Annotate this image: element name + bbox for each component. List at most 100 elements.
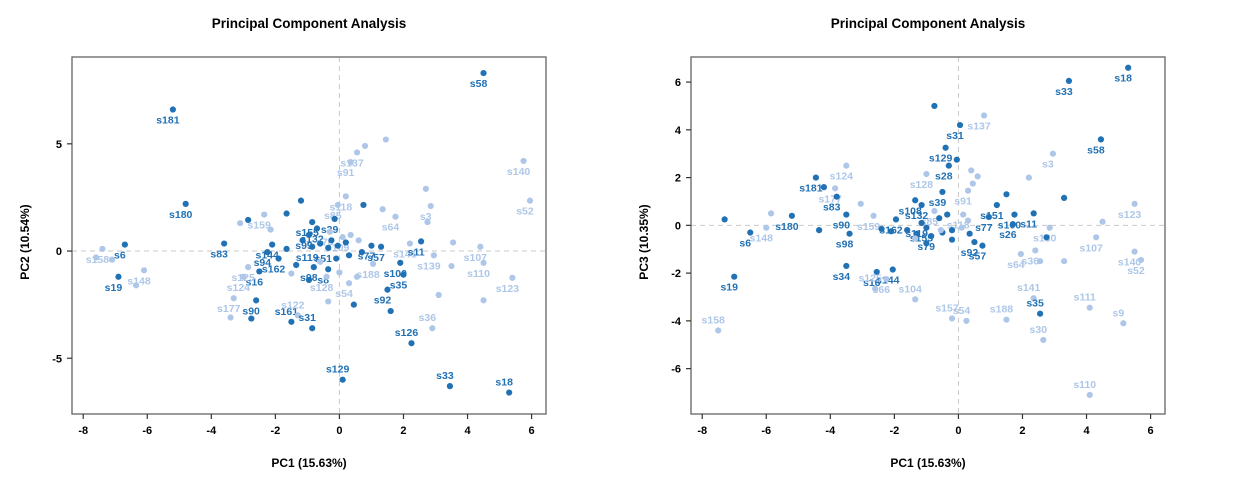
- x-tick-label: 6: [529, 425, 535, 437]
- data-point: [1003, 316, 1010, 323]
- data-point: [387, 307, 394, 315]
- x-tick-label: -2: [270, 425, 280, 437]
- data-point: [397, 259, 404, 266]
- data-point: [446, 383, 454, 390]
- y-tick-label: 0: [56, 246, 62, 258]
- data-point: [1030, 295, 1037, 302]
- data-point: [429, 325, 436, 332]
- data-point: [833, 193, 840, 200]
- x-tick-label: -6: [761, 425, 771, 437]
- point-label: s91: [337, 167, 355, 179]
- data-point: [353, 273, 361, 280]
- data-point: [928, 232, 935, 240]
- data-point: [942, 144, 949, 151]
- data-point: [979, 242, 986, 249]
- data-point: [1025, 174, 1032, 181]
- data-point: [342, 193, 349, 200]
- point-label: s31: [298, 312, 316, 324]
- point-label: s108: [899, 205, 923, 217]
- data-point: [918, 219, 925, 227]
- data-point: [427, 202, 434, 210]
- y-tick-label: -5: [52, 353, 62, 365]
- point-label: s124: [830, 171, 854, 183]
- data-point: [221, 240, 228, 247]
- point-label: s90: [833, 220, 851, 232]
- data-point: [985, 213, 992, 221]
- data-point: [1009, 221, 1016, 228]
- point-label: s159: [247, 220, 271, 232]
- point-label: s58: [470, 78, 488, 90]
- x-axis-label-left: PC1 (15.63%): [271, 456, 347, 470]
- data-point: [1049, 150, 1057, 157]
- data-point: [904, 227, 911, 234]
- point-label: s83: [823, 202, 841, 214]
- y-tick-label: -4: [671, 316, 682, 328]
- data-point: [1093, 234, 1100, 241]
- data-point: [345, 252, 353, 259]
- data-point: [923, 170, 930, 178]
- data-point: [731, 273, 738, 280]
- y-tick-label: 2: [675, 173, 681, 185]
- data-point: [361, 142, 369, 150]
- x-tick-label: 4: [1083, 425, 1090, 437]
- data-point: [953, 156, 960, 163]
- data-point: [140, 267, 148, 274]
- point-label: s35: [390, 280, 408, 292]
- data-point: [1036, 258, 1044, 265]
- data-point: [1036, 310, 1044, 317]
- data-point: [132, 282, 140, 289]
- y-tick-label: 6: [675, 77, 681, 89]
- data-point: [417, 238, 425, 245]
- point-label: s16: [246, 276, 264, 288]
- data-point: [816, 227, 823, 234]
- data-point: [1125, 64, 1132, 71]
- data-point: [721, 216, 728, 223]
- data-point: [843, 211, 850, 218]
- x-tick-label: -4: [825, 425, 836, 437]
- data-point: [948, 227, 956, 234]
- point-label: s79: [917, 241, 935, 253]
- data-point: [430, 252, 438, 259]
- data-point: [309, 325, 316, 332]
- data-point: [936, 215, 943, 222]
- point-label: s125: [231, 272, 255, 284]
- data-point: [422, 185, 429, 192]
- data-point: [960, 211, 967, 218]
- data-point: [971, 238, 978, 246]
- point-label: s83: [210, 249, 228, 261]
- data-point: [1120, 320, 1127, 327]
- data-point: [912, 235, 919, 242]
- data-point: [230, 295, 237, 302]
- point-label: s31: [946, 130, 964, 142]
- point-label: s144: [255, 250, 279, 262]
- data-point: [1040, 336, 1047, 344]
- point-label: s132: [905, 210, 929, 222]
- point-label: s54: [953, 305, 971, 317]
- point-label: s6: [114, 250, 126, 262]
- data-point: [944, 211, 951, 218]
- point-label: s33: [1055, 86, 1073, 98]
- point-label: s57: [969, 251, 987, 263]
- data-point: [339, 376, 346, 383]
- data-point: [121, 241, 128, 248]
- data-point: [326, 228, 333, 235]
- point-label: s11: [1020, 218, 1037, 230]
- point-label: s8: [317, 274, 329, 286]
- data-point: [325, 244, 332, 251]
- data-point: [948, 236, 956, 243]
- data-point: [331, 215, 338, 222]
- data-point: [424, 218, 431, 226]
- data-point: [450, 239, 457, 246]
- data-point: [993, 201, 1000, 209]
- data-point: [288, 270, 295, 277]
- data-point: [309, 243, 316, 250]
- point-label: s19: [720, 282, 738, 294]
- data-point: [227, 314, 234, 321]
- point-label: s180: [169, 209, 193, 221]
- data-point: [969, 180, 976, 187]
- data-point: [237, 220, 244, 227]
- data-point: [1003, 191, 1010, 198]
- y-tick-label: 0: [675, 220, 681, 232]
- data-point: [747, 229, 754, 236]
- data-point: [313, 225, 321, 232]
